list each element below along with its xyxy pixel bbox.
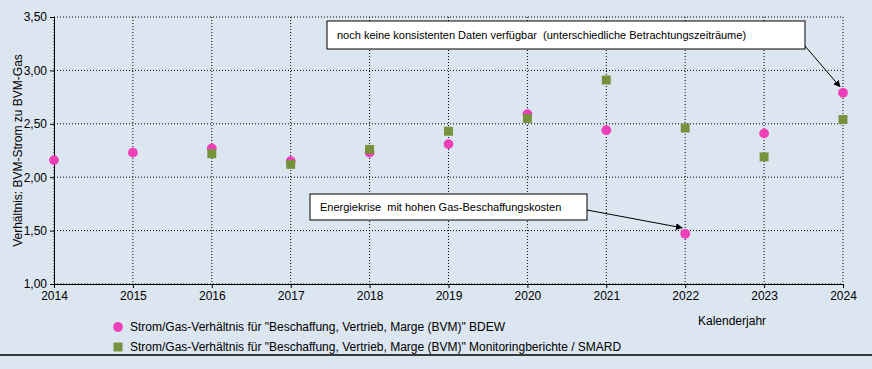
y-tick: 2,00 — [24, 171, 54, 185]
x-tick: 2019 — [436, 284, 463, 303]
y-tick-mark — [50, 284, 54, 285]
point — [444, 127, 453, 136]
x-tick-mark — [685, 284, 686, 288]
y-tick-mark — [50, 231, 54, 232]
x-tick-label: 2020 — [515, 289, 542, 303]
x-axis-line — [55, 285, 844, 289]
x-tick-mark — [133, 284, 134, 288]
x-tick-mark — [606, 284, 607, 288]
x-tick: 2018 — [357, 284, 384, 303]
x-tick-mark — [527, 284, 528, 288]
x-tick-mark — [291, 284, 292, 288]
background — [0, 0, 872, 369]
annotation-box — [327, 21, 805, 49]
x-tick-label: 2015 — [120, 289, 147, 303]
x-tick: 2024 — [830, 284, 857, 303]
point — [128, 148, 138, 158]
y-axis-line — [50, 18, 55, 285]
x-tick-mark — [54, 284, 55, 288]
annotation-text: noch keine konsistenten Daten verfügbar … — [337, 29, 746, 41]
point — [681, 124, 690, 133]
grid-line-x — [685, 17, 686, 284]
point — [365, 145, 374, 154]
x-tick-label: 2018 — [357, 289, 384, 303]
grid-line-y — [54, 123, 843, 124]
grid-line-x — [527, 17, 528, 284]
x-tick-mark — [212, 284, 213, 288]
y-tick-label: 1,50 — [24, 224, 48, 238]
point — [286, 160, 295, 169]
y-tick: 2,50 — [24, 117, 54, 131]
point — [207, 149, 216, 158]
x-tick-label: 2022 — [672, 289, 699, 303]
y-axis-title: Verhältnis: BVM-Strom zu BVM-Gas — [11, 54, 25, 247]
y-tick-mark — [50, 17, 54, 18]
legend-label: Strom/Gas-Verhältnis für "Beschaffung, V… — [130, 340, 621, 354]
x-tick: 2020 — [515, 284, 542, 303]
x-tick: 2014 — [41, 284, 68, 303]
x-tick: 2023 — [751, 284, 778, 303]
annotation: noch keine konsistenten Daten verfügbar … — [327, 21, 840, 87]
y-tick-mark — [50, 124, 54, 125]
y-axis: 1,001,502,002,503,003,50 — [24, 10, 55, 291]
y-tick: 1,50 — [24, 224, 54, 238]
legend-marker — [114, 343, 123, 352]
x-tick-mark — [449, 284, 450, 288]
x-tick-label: 2021 — [593, 289, 620, 303]
x-axis: 2014 2015 2016 2017 2018 2019 2020 2021 2022 2023… — [41, 284, 857, 303]
annotation-text: Energiekrise mit hohen Gas-Beschaffungsk… — [320, 201, 561, 213]
x-tick: 2015 — [120, 284, 147, 303]
y-tick-label: 2,50 — [24, 117, 48, 131]
annotation-arrow — [805, 46, 840, 87]
grid-line-x — [606, 17, 607, 284]
y-tick-label: 3,50 — [24, 10, 48, 24]
plot: 1,001,502,002,503,003,502014201520162017… — [24, 10, 858, 302]
grid-line-y — [54, 70, 843, 71]
x-tick: 2021 — [593, 284, 620, 303]
point — [839, 115, 848, 124]
x-axis-title: Kalenderjahr — [698, 314, 766, 328]
point — [444, 139, 454, 149]
x-tick-label: 2016 — [199, 289, 226, 303]
x-tick-label: 2023 — [751, 289, 778, 303]
chart: 1,001,502,002,503,003,502014201520162017… — [0, 0, 872, 369]
x-tick-label: 2024 — [830, 289, 857, 303]
x-tick-mark — [370, 284, 371, 288]
x-tick-label: 2019 — [436, 289, 463, 303]
grid — [54, 17, 843, 284]
y-tick-label: 2,00 — [24, 171, 48, 185]
point — [680, 229, 690, 239]
x-tick: 2022 — [672, 284, 699, 303]
x-tick-label: 2017 — [278, 289, 305, 303]
y-tick-mark — [50, 70, 54, 71]
legend-label: Strom/Gas-Verhältnis für "Beschaffung, V… — [130, 320, 506, 334]
x-tick-mark — [843, 284, 844, 288]
y-tick-mark — [50, 177, 54, 178]
grid-line-x — [448, 17, 449, 284]
annotation-box — [310, 194, 587, 220]
x-tick-mark — [764, 284, 765, 288]
point — [760, 152, 769, 161]
frame-line — [0, 354, 872, 356]
grid-line-x — [843, 17, 844, 284]
points — [49, 76, 848, 239]
point — [523, 114, 532, 123]
grid-line-x — [290, 17, 291, 284]
annotation: Energiekrise mit hohen Gas-Beschaffungsk… — [310, 194, 682, 228]
point — [49, 155, 59, 165]
x-tick-label: 2014 — [41, 289, 68, 303]
point — [838, 88, 848, 98]
grid-line-x — [764, 17, 765, 284]
point — [601, 125, 611, 135]
point — [759, 129, 769, 139]
y-tick: 3,50 — [24, 10, 54, 24]
legend: Strom/Gas-Verhältnis für "Beschaffung, V… — [113, 320, 621, 354]
x-tick: 2016 — [199, 284, 226, 303]
y-tick: 3,00 — [24, 64, 54, 78]
point — [602, 76, 611, 85]
y-tick-label: 3,00 — [24, 64, 48, 78]
x-tick: 2017 — [278, 284, 305, 303]
legend-marker — [113, 322, 123, 332]
annotation-arrow — [587, 210, 682, 228]
